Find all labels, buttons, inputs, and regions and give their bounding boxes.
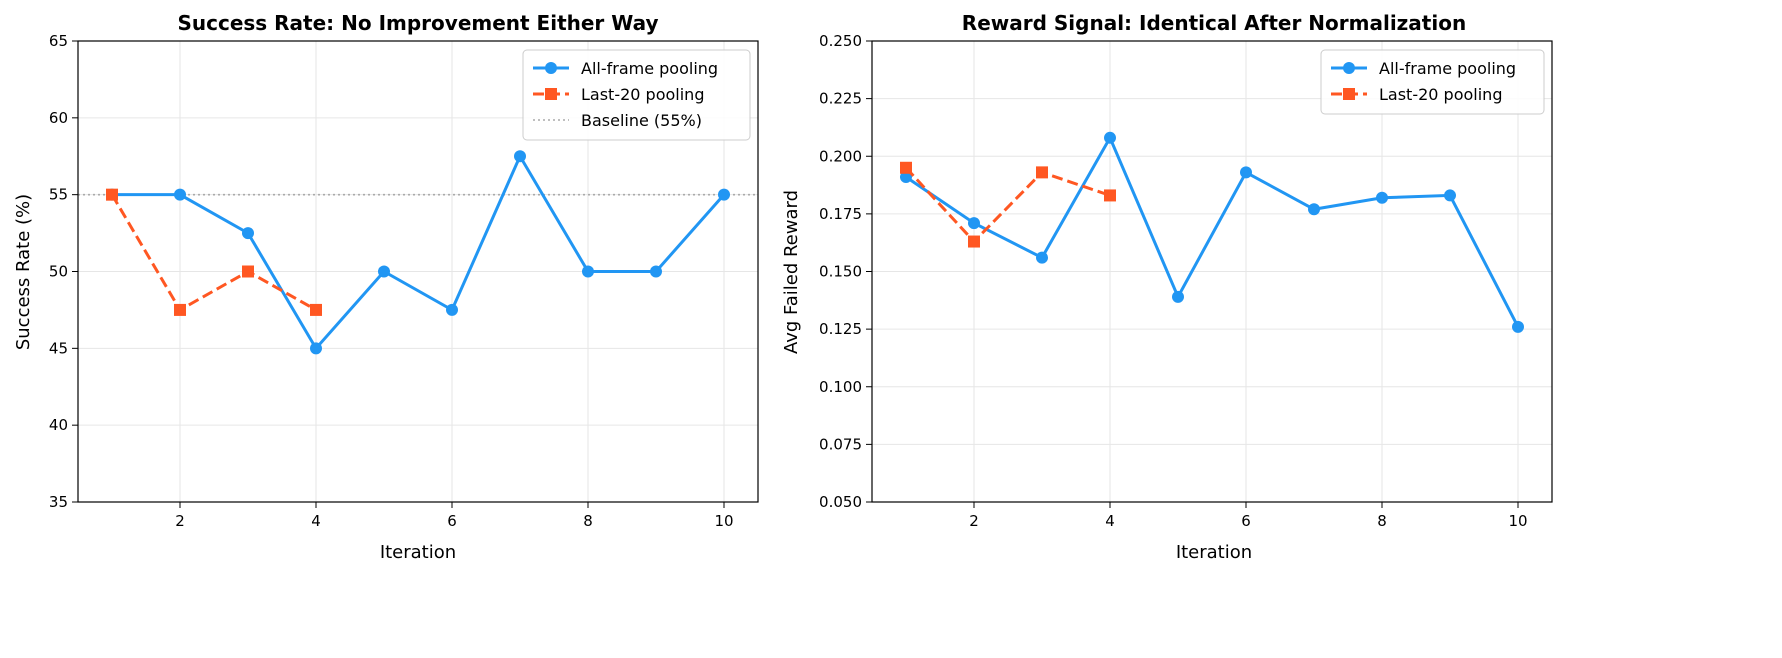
data-point [106, 188, 118, 201]
legend-marker [545, 62, 557, 74]
data-point [1444, 189, 1456, 202]
data-point [378, 265, 390, 278]
legend: All-frame pooling Last-20 pooling Baseline… [522, 49, 751, 141]
x-tick-label: 2 [175, 512, 185, 530]
y-axis-label: Success Rate (%) [13, 194, 34, 350]
legend-label: All-frame pooling [581, 59, 718, 78]
data-point [1240, 166, 1252, 179]
y-tick-label: 55 [49, 186, 68, 204]
y-tick-label: 65 [49, 32, 68, 50]
x-tick-label: 4 [1105, 512, 1115, 530]
success-rate-chart: Success Rate: No Improvement Either Way … [13, 11, 759, 563]
x-axis-label: Iteration [380, 542, 456, 563]
legend-marker [545, 88, 557, 100]
data-point [1376, 191, 1388, 204]
x-tick-label: 6 [1241, 512, 1251, 530]
data-point [968, 235, 980, 248]
legend: All-frame pooling Last-20 pooling [1320, 49, 1545, 115]
plot-frame [871, 40, 1553, 503]
data-point [718, 188, 730, 201]
y-axis-label: Avg Failed Reward [781, 190, 802, 354]
y-tick-label: 0.050 [819, 493, 862, 511]
y-tick-label: 0.225 [819, 90, 862, 108]
reward-signal-chart: Reward Signal: Identical After Normaliza… [781, 11, 1553, 563]
series-line-all-frame-pooling [905, 134, 1520, 328]
y-tick-label: 0.250 [819, 32, 862, 50]
legend-marker [1343, 88, 1355, 100]
data-point [310, 303, 322, 316]
data-point [446, 303, 458, 316]
chart-title: Success Rate: No Improvement Either Way [177, 11, 658, 35]
y-tick-label: 0.075 [819, 435, 862, 453]
data-point [650, 265, 662, 278]
x-tick-label: 10 [1508, 512, 1527, 530]
x-tick-label: 2 [969, 512, 979, 530]
data-point [582, 265, 594, 278]
y-tick-label: 40 [49, 416, 68, 434]
chart-title: Reward Signal: Identical After Normaliza… [962, 11, 1466, 35]
data-point [1172, 290, 1184, 303]
data-point [1036, 251, 1048, 264]
legend-label: Last-20 pooling [581, 85, 704, 104]
data-point [174, 188, 186, 201]
y-tick-label: 0.175 [819, 205, 862, 223]
y-tick-label: 45 [49, 339, 68, 357]
y-tick-label: 0.100 [819, 378, 862, 396]
data-point [310, 342, 322, 355]
series-line-all-frame-pooling [112, 152, 726, 351]
legend-box [522, 49, 751, 141]
x-tick-label: 8 [583, 512, 593, 530]
x-tick-label: 10 [714, 512, 733, 530]
y-tick-label: 0.150 [819, 263, 862, 281]
legend-label: Baseline (55%) [581, 111, 702, 130]
data-point [900, 170, 912, 183]
data-point [900, 161, 912, 174]
legend-label: All-frame pooling [1379, 59, 1516, 78]
data-point [1512, 320, 1524, 333]
y-tick-label: 0.200 [819, 147, 862, 165]
series-line-last-20-pooling [110, 193, 317, 312]
y-tick-label: 35 [49, 493, 68, 511]
x-axis-label: Iteration [1176, 542, 1252, 563]
y-tick-label: 60 [49, 109, 68, 127]
legend-box [1320, 49, 1545, 115]
x-tick-label: 6 [447, 512, 457, 530]
y-tick-label: 0.125 [819, 320, 862, 338]
data-point [1036, 166, 1048, 179]
x-tick-label: 8 [1377, 512, 1387, 530]
data-point [242, 265, 254, 278]
y-tick-label: 50 [49, 263, 68, 281]
plot-frame [77, 40, 759, 503]
legend-label: Last-20 pooling [1379, 85, 1502, 104]
series-line-last-20-pooling [904, 166, 1111, 244]
data-point [1308, 203, 1320, 216]
data-point [968, 217, 980, 230]
data-point [1104, 131, 1116, 144]
legend-marker [1343, 62, 1355, 74]
data-point [174, 303, 186, 316]
x-tick-label: 4 [311, 512, 321, 530]
data-point [514, 150, 526, 163]
data-point [1104, 189, 1116, 202]
data-point [242, 227, 254, 240]
